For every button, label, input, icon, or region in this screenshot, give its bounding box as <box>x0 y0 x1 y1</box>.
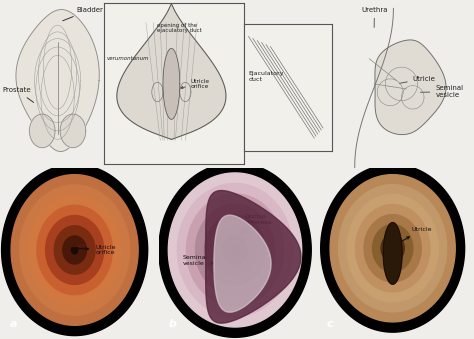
Text: b: b <box>168 319 176 329</box>
Polygon shape <box>177 183 292 317</box>
Text: Seminal
vesicle: Seminal vesicle <box>420 85 464 98</box>
Text: verumontanum: verumontanum <box>107 56 150 61</box>
Polygon shape <box>37 205 112 295</box>
Polygon shape <box>168 173 301 327</box>
Polygon shape <box>204 215 265 285</box>
Polygon shape <box>159 163 311 337</box>
Polygon shape <box>390 244 396 252</box>
Polygon shape <box>29 114 55 148</box>
Polygon shape <box>206 191 301 323</box>
Text: Seminal
vesicle: Seminal vesicle <box>182 255 214 266</box>
Polygon shape <box>117 4 226 139</box>
Text: Prostate: Prostate <box>2 87 34 102</box>
Polygon shape <box>28 195 121 305</box>
Polygon shape <box>16 9 99 152</box>
Text: c: c <box>327 319 334 329</box>
Polygon shape <box>223 236 247 264</box>
Polygon shape <box>232 246 238 254</box>
Polygon shape <box>1 164 148 336</box>
Polygon shape <box>347 195 438 302</box>
Polygon shape <box>46 216 104 284</box>
Polygon shape <box>54 226 95 274</box>
Polygon shape <box>321 164 465 332</box>
Text: Ductus
deferens: Ductus deferens <box>241 214 272 234</box>
Polygon shape <box>214 225 256 275</box>
Polygon shape <box>63 236 86 264</box>
Polygon shape <box>381 235 404 262</box>
Polygon shape <box>20 185 129 315</box>
Text: opening of the
ejaculatory duct: opening of the ejaculatory duct <box>157 23 202 33</box>
Text: a: a <box>9 319 17 329</box>
Text: Ejaculatory
duct: Ejaculatory duct <box>248 71 284 82</box>
Text: Utricle
orifice: Utricle orifice <box>181 79 210 89</box>
Polygon shape <box>60 114 86 148</box>
Polygon shape <box>195 204 274 296</box>
Polygon shape <box>383 223 402 284</box>
Polygon shape <box>364 215 421 282</box>
Polygon shape <box>338 185 447 312</box>
Polygon shape <box>163 48 180 119</box>
Text: Utricle: Utricle <box>400 76 436 83</box>
Polygon shape <box>11 175 138 325</box>
Text: Utricle: Utricle <box>398 227 432 243</box>
Polygon shape <box>375 40 446 135</box>
Polygon shape <box>214 215 271 312</box>
Polygon shape <box>373 225 413 272</box>
Text: Urethra: Urethra <box>361 7 388 27</box>
Polygon shape <box>72 246 78 254</box>
Polygon shape <box>330 175 455 322</box>
Text: Utricle
orifice: Utricle orifice <box>77 244 116 255</box>
Polygon shape <box>186 194 283 306</box>
Text: Bladder: Bladder <box>63 7 104 21</box>
Polygon shape <box>356 205 430 292</box>
